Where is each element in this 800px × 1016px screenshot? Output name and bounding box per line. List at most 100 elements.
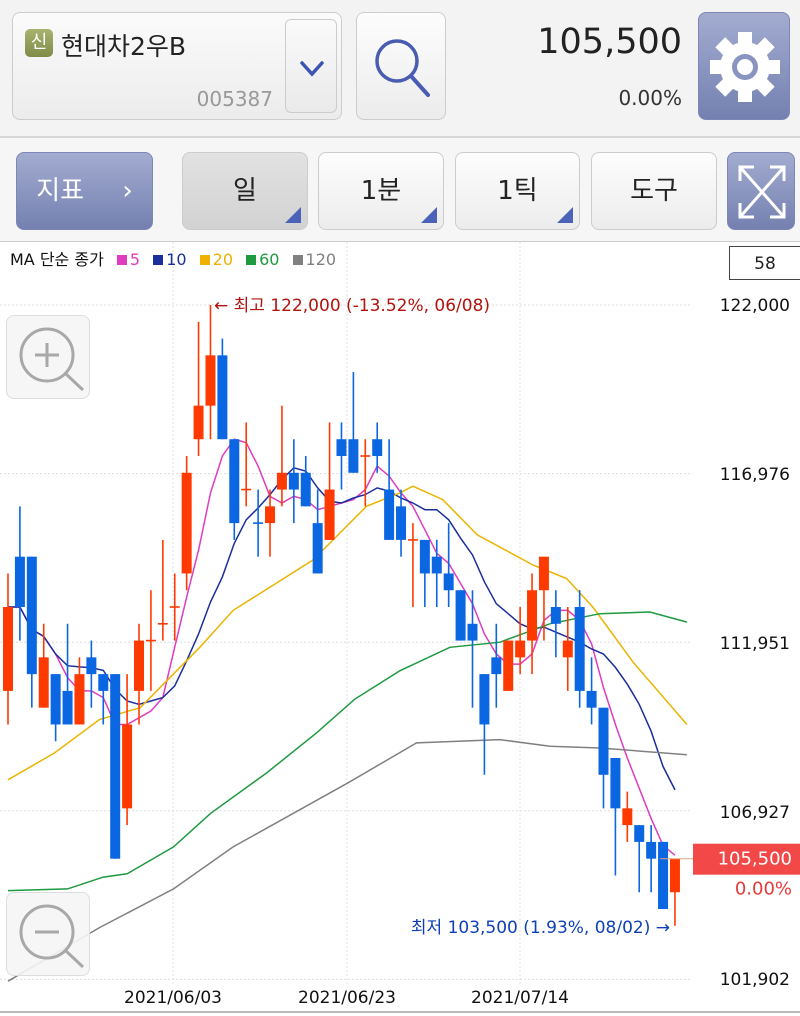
candle	[145, 590, 156, 691]
candle	[300, 456, 311, 507]
candle	[3, 573, 13, 725]
candle	[98, 674, 109, 725]
candle-body	[229, 439, 240, 524]
candle	[50, 674, 61, 742]
candle-body	[669, 858, 680, 893]
indicator-button[interactable]: 지표 ›	[16, 152, 153, 230]
legend-item: 20	[212, 250, 233, 269]
candle-body	[74, 674, 85, 725]
candle-body	[396, 506, 407, 540]
candle	[217, 338, 228, 440]
tools-button[interactable]: 도구	[591, 152, 717, 230]
candle-body	[491, 657, 502, 675]
x-tick-label: 2021/07/14	[471, 988, 569, 1008]
candle	[276, 405, 287, 507]
chevron-right-icon: ›	[122, 176, 133, 206]
candle-body	[110, 674, 121, 859]
candle	[586, 657, 597, 725]
candle	[193, 321, 204, 457]
candle	[241, 422, 252, 507]
indicator-label: 지표	[36, 176, 85, 206]
expand-icon	[738, 165, 786, 219]
candle-body	[503, 640, 514, 691]
zoom-in-button[interactable]	[6, 315, 90, 399]
search-icon	[375, 39, 430, 97]
ma-line-120	[7, 738, 687, 982]
candle-count-input[interactable]: 58	[729, 246, 800, 280]
settings-button[interactable]	[698, 12, 790, 120]
candle	[419, 539, 430, 608]
current-price-tag	[693, 843, 800, 875]
candle-body	[86, 657, 97, 675]
candle	[431, 539, 442, 608]
chevron-down-icon	[300, 61, 324, 77]
period-tick-label: 1틱	[497, 176, 538, 206]
candle	[443, 523, 454, 608]
candle-body	[574, 607, 585, 691]
x-axis: 2021/06/03 2021/06/23 2021/07/14	[124, 988, 569, 1008]
candle-body	[50, 674, 61, 725]
candle-body	[122, 724, 133, 809]
stock-selector[interactable]: 신 현대차2우B 005387	[12, 12, 342, 120]
stock-name: 현대차2우B	[61, 32, 187, 61]
period-minute-label: 1분	[360, 176, 402, 206]
candle-body	[622, 808, 633, 826]
legend-prefix: MA 단순 종가	[10, 250, 104, 269]
candle	[110, 674, 121, 859]
candle-body	[324, 489, 335, 540]
candle-body	[276, 472, 287, 490]
candle	[562, 607, 573, 691]
candle-body	[372, 439, 383, 457]
y-tick-label: 111,951	[720, 634, 790, 654]
gear-icon	[710, 32, 780, 102]
candle-body	[134, 640, 145, 691]
candle-body	[193, 405, 204, 440]
candle	[14, 506, 25, 641]
candle	[312, 489, 323, 574]
current-change-label: 0.00%	[735, 879, 792, 900]
candle	[610, 758, 621, 876]
y-tick-label: 101,902	[720, 970, 790, 990]
candle-body	[205, 355, 216, 406]
candle-body	[384, 489, 395, 540]
legend-item: 5	[129, 250, 141, 269]
candle	[38, 623, 49, 708]
candle	[62, 623, 73, 725]
candle	[324, 422, 335, 540]
tools-label: 도구	[630, 176, 678, 206]
legend-item: 10	[166, 250, 187, 269]
candle-body	[479, 674, 490, 725]
candle	[455, 590, 466, 641]
low-annotation: 최저 103,500 (1.93%, 08/02) →	[411, 918, 670, 938]
dropdown-triangle-icon	[285, 207, 301, 223]
candle	[134, 623, 145, 725]
search-button[interactable]	[356, 12, 446, 120]
legend-swatch	[292, 255, 303, 265]
candle-body	[181, 472, 192, 574]
candle-body	[586, 690, 597, 708]
candle-body	[265, 506, 276, 524]
candle-body	[62, 690, 73, 725]
candle	[205, 305, 216, 440]
fullscreen-button[interactable]	[727, 152, 795, 230]
zoom-out-button[interactable]	[6, 892, 90, 976]
candles	[3, 305, 680, 926]
candle	[86, 640, 97, 708]
current-price: 105,500	[537, 22, 682, 62]
credit-badge: 신	[25, 29, 53, 57]
candle-body	[634, 825, 645, 842]
candle-body	[658, 841, 669, 910]
candle	[598, 707, 609, 809]
candle-body	[348, 439, 359, 473]
change-percent: 0.00%	[618, 86, 682, 110]
candle-body	[14, 556, 25, 608]
candle	[253, 489, 264, 557]
period-day-button[interactable]: 일	[182, 152, 308, 230]
y-tick-label: 116,976	[720, 465, 790, 485]
stock-dropdown-button[interactable]	[285, 19, 337, 113]
period-tick-button[interactable]: 1틱	[455, 152, 580, 230]
period-minute-button[interactable]: 1분	[318, 152, 444, 230]
candle	[503, 640, 514, 691]
candle-body	[217, 355, 228, 440]
